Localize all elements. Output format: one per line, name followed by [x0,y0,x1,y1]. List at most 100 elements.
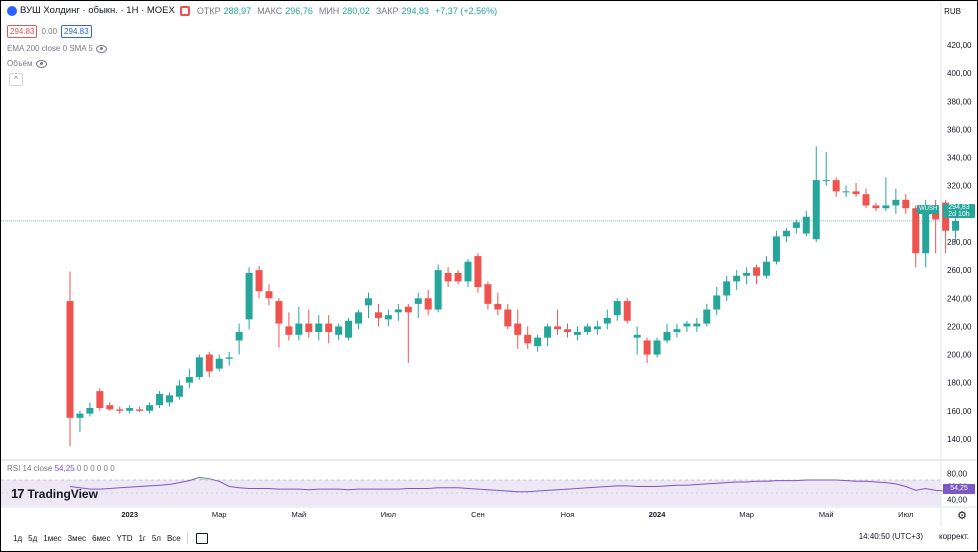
candle-body [335,326,343,335]
time-axis-label: Май [291,510,306,519]
timeframe-ytd[interactable]: YTD [116,533,133,543]
close-label: ЗАКР [375,5,399,16]
last-price-value: 294,83 [948,204,970,211]
candle-body [583,326,591,333]
buy-button[interactable]: 294.83 [61,25,92,38]
eye-icon[interactable] [95,44,107,53]
candle-body [136,409,144,411]
candle-body [146,405,154,411]
candle-body [414,298,422,304]
price-tick-label: 260,00 [947,266,972,275]
rsi-legend[interactable]: RSI 14 close 54,25 0 0 0 0 0 0 [7,464,115,473]
time-axis-label: Ноя [561,510,575,519]
candle-body [116,409,124,411]
open-label: ОТКР [196,5,221,16]
timeframe-all[interactable]: Все [166,533,181,543]
collapse-legend-button[interactable]: ^ [9,73,23,86]
candle-body [792,222,800,228]
candle-body [365,298,372,306]
candle-body [265,291,273,299]
candle-body [723,281,731,296]
price-tick-label: 160,00 [947,407,972,416]
candle-body [613,301,621,316]
timeframe-1y[interactable]: 1г [138,533,146,543]
candle-body [275,301,283,324]
volume-indicator-label: Объём [7,59,33,68]
timeframe-6m[interactable]: 6мес [92,533,111,543]
candle-body [683,323,691,327]
candle-body [315,323,323,333]
candle-body [882,205,890,209]
rsi-extra-values: 0 0 0 0 0 0 [76,464,115,473]
symbol-title[interactable]: ВУШ Холдинг · обыкн. · 1Н · MOEX [20,5,175,16]
calendar-icon[interactable] [195,532,208,544]
candle-body [554,326,562,330]
sell-button[interactable]: 294.83 [7,25,38,38]
price-tick-label: 220,00 [947,322,972,331]
candle-body [902,199,910,209]
price-tick-label: 200,00 [947,351,972,360]
candle-body [862,194,870,206]
price-tick-label: 280,00 [947,238,972,247]
candle-body [185,377,193,383]
clock-time[interactable]: 14:40:50 (UTC+3) [858,532,923,541]
volume-indicator-legend[interactable]: Объём [7,59,47,68]
candle-body [713,295,721,310]
price-tick-label: 420,00 [947,41,972,50]
price-tick-label: 180,00 [947,379,972,388]
time-axis-label: Сен [471,510,485,519]
timeframe-1d[interactable]: 1д [13,533,23,543]
candle-body [733,275,741,282]
candle-body [544,326,552,338]
tradingview-mark-icon: 17 [11,486,25,501]
candle-body [872,205,880,209]
high-label: МАКС [257,5,283,16]
candle-body [454,272,462,282]
candle-body [753,267,761,276]
candle-body [763,261,770,276]
change-value: +7,37 (+2,56%) [435,5,498,16]
candle-body [474,256,482,288]
candle-body [175,385,183,397]
candle-body [225,357,233,359]
candle-body [603,317,611,324]
timeframe-1m[interactable]: 1мес [43,533,62,543]
candle-body [743,272,751,276]
candle-body [424,298,432,310]
open-value: 288,97 [223,5,252,16]
candle-body [245,272,253,320]
candle-body [166,395,173,403]
candle-body [106,405,114,410]
eye-icon[interactable] [35,59,47,68]
price-tick-label: 240,00 [947,294,972,303]
tradingview-logo[interactable]: 17 TradingView [11,486,98,501]
candle-body [96,391,104,408]
candle-body [564,329,571,333]
candle-body [484,284,492,304]
candle-body [534,337,542,347]
exchange-badge-icon [179,5,190,16]
adjust-toggle[interactable]: коррект. [939,532,969,541]
timeframe-5y[interactable]: 5л [151,533,161,543]
timeframe-5d[interactable]: 5д [28,533,38,543]
price-tick-label: 380,00 [947,97,972,106]
candle-body [653,340,661,355]
candle-body [295,323,303,335]
currency-label[interactable]: RUB [944,7,961,16]
symbol-logo-icon [7,5,17,16]
candle-body [663,332,671,341]
time-axis-label: 2023 [121,510,138,519]
ema-indicator-legend[interactable]: EMA 200 close 0 SMA 5 [7,44,107,53]
time-axis-label: Июл [381,510,396,519]
gear-icon[interactable]: ⚙ [957,510,967,522]
candle-body [374,312,382,318]
candle-body [703,309,711,324]
symbol-price-tag: WUSH [917,205,940,214]
timeframe-3m[interactable]: 3мес [67,533,87,543]
trade-buttons: 294.83 0.00 294.83 [7,25,92,38]
candle-body [355,312,363,324]
time-axis-label: Мар [739,510,754,519]
candle-body [633,334,641,338]
